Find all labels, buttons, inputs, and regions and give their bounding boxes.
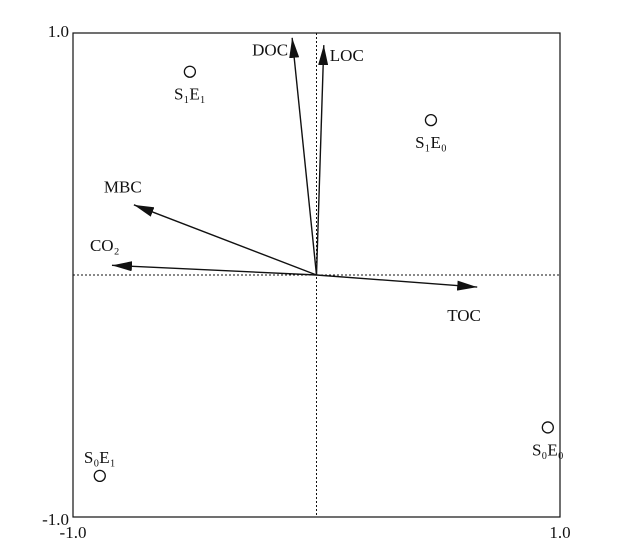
loading-arrow xyxy=(111,261,317,276)
sample-point xyxy=(424,113,438,127)
vector-label: DOC xyxy=(252,41,288,60)
y-tick-label: -1.0 xyxy=(42,510,69,529)
vector-label: MBC xyxy=(104,178,142,197)
point-label: S₀E₁ xyxy=(84,448,116,467)
point-label: S₁E₀ xyxy=(415,133,447,152)
sample-point xyxy=(541,421,554,434)
loading-arrow xyxy=(133,204,317,276)
sample-point xyxy=(93,469,106,483)
vector-label: CO₂ xyxy=(90,236,120,255)
vector-label: TOC xyxy=(447,306,481,325)
point-label: S₀E₀ xyxy=(532,440,564,459)
vector-label: LOC xyxy=(330,46,364,65)
x-tick-label: -1.0 xyxy=(60,523,87,542)
sample-point xyxy=(183,65,197,78)
x-tick-label: 1.0 xyxy=(549,523,570,542)
loading-arrow xyxy=(316,274,478,291)
y-tick-label: 1.0 xyxy=(48,22,69,41)
loading-arrow xyxy=(315,45,329,276)
point-label: S₁E₁ xyxy=(174,85,206,104)
loading-arrow xyxy=(289,37,318,276)
